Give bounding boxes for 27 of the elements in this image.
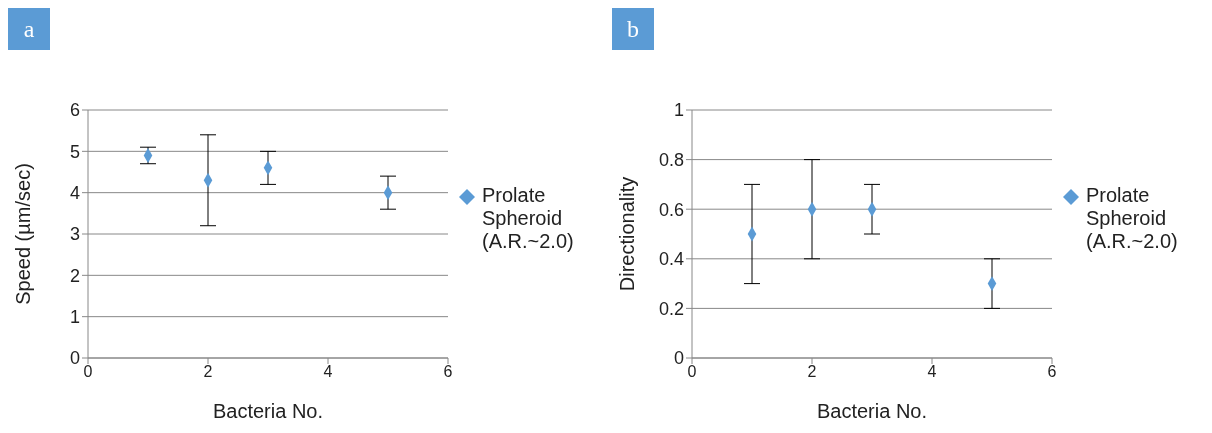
legend-label: Prolate Spheroid (A.R.~2.0): [1086, 183, 1179, 253]
y-tick-label: 1: [673, 100, 684, 121]
x-axis-title: Bacteria No.: [212, 400, 324, 422]
y-tick-label: 0.4: [658, 249, 684, 270]
y-tick-label: 2: [69, 265, 80, 286]
y-tick-label: 3: [69, 224, 80, 245]
y-tick-label: 0.8: [658, 149, 684, 170]
y-tick-label: 1: [69, 307, 80, 328]
y-tick-label: 4: [69, 183, 80, 204]
x-tick-label: 6: [443, 363, 453, 381]
y-tick-label: 5: [69, 141, 80, 162]
x-tick-label: 2: [203, 363, 213, 381]
x-tick-label: 0: [687, 363, 697, 381]
y-tick-label: 6: [69, 100, 80, 121]
legend-label: Prolate Spheroid (A.R.~2.0): [482, 183, 575, 253]
y-axis-title: Speed (µm/sec): [12, 163, 35, 305]
x-tick-label: 6: [1047, 363, 1057, 381]
y-tick-label: 0.2: [658, 298, 684, 319]
x-tick-label: 2: [807, 363, 817, 381]
chart-title: a: [8, 8, 50, 50]
chart-title: b: [612, 8, 654, 50]
y-tick-label: 0.6: [658, 199, 684, 220]
x-tick-label: 4: [323, 363, 333, 381]
x-tick-label: 4: [927, 363, 937, 381]
y-axis-title: Directionality: [616, 176, 639, 292]
x-axis-title: Bacteria No.: [816, 400, 928, 422]
x-tick-label: 0: [83, 363, 93, 381]
